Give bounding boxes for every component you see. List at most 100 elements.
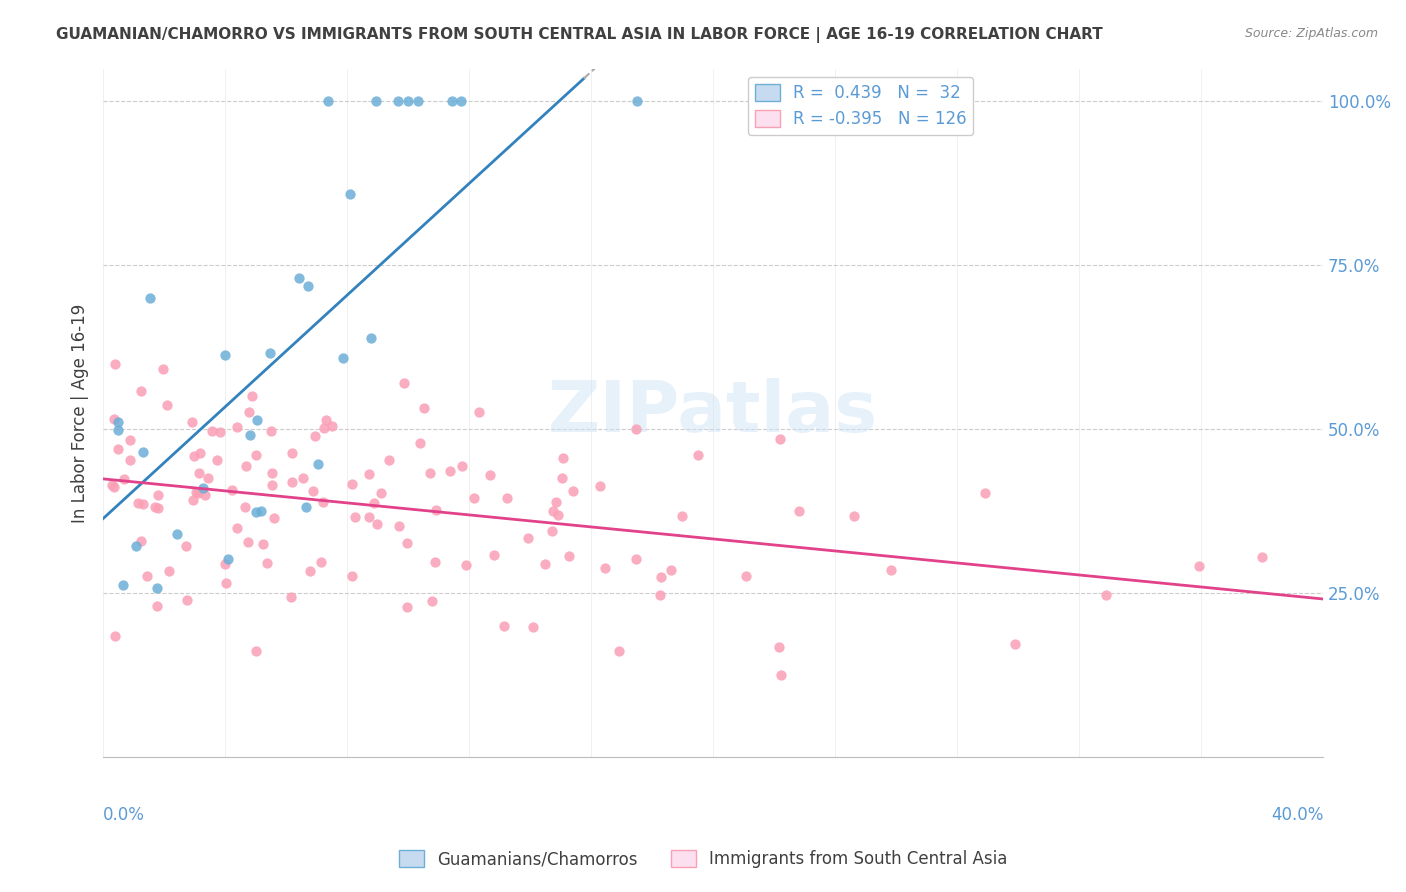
Point: [125, 539, 148, 553]
Point: [260, 425, 283, 439]
Point: [292, 471, 315, 485]
Text: 0.0%: 0.0%: [103, 805, 145, 823]
Point: [298, 564, 321, 578]
Point: [396, 95, 419, 109]
Point: [157, 564, 180, 578]
Point: [332, 351, 354, 365]
Point: [238, 534, 260, 549]
Point: [516, 532, 538, 546]
Point: [235, 458, 257, 473]
Point: [543, 504, 565, 518]
Point: [626, 95, 648, 109]
Point: [534, 557, 557, 571]
Point: [188, 446, 211, 460]
Point: [624, 552, 647, 566]
Point: [1188, 559, 1211, 574]
Point: [112, 472, 135, 486]
Point: [309, 556, 332, 570]
Point: [129, 533, 152, 548]
Point: [392, 376, 415, 391]
Point: [492, 619, 515, 633]
Text: 40.0%: 40.0%: [1271, 805, 1323, 823]
Point: [316, 95, 339, 109]
Point: [304, 429, 326, 443]
Point: [747, 95, 769, 109]
Legend: Guamanians/Chamorros, Immigrants from South Central Asia: Guamanians/Chamorros, Immigrants from So…: [392, 843, 1014, 875]
Point: [593, 561, 616, 575]
Point: [321, 418, 343, 433]
Point: [478, 468, 501, 483]
Point: [671, 508, 693, 523]
Point: [288, 271, 311, 285]
Point: [260, 466, 283, 480]
Point: [297, 278, 319, 293]
Point: [659, 563, 682, 577]
Point: [135, 569, 157, 583]
Point: [262, 478, 284, 492]
Point: [974, 486, 997, 500]
Text: GUAMANIAN/CHAMORRO VS IMMIGRANTS FROM SOUTH CENTRAL ASIA IN LABOR FORCE | AGE 16: GUAMANIAN/CHAMORRO VS IMMIGRANTS FROM SO…: [56, 27, 1102, 43]
Point: [245, 505, 267, 519]
Point: [240, 389, 263, 403]
Point: [103, 480, 125, 494]
Point: [419, 467, 441, 481]
Point: [194, 488, 217, 502]
Point: [387, 518, 409, 533]
Point: [842, 508, 865, 523]
Point: [252, 536, 274, 550]
Point: [215, 576, 238, 591]
Point: [307, 457, 329, 471]
Point: [540, 524, 562, 538]
Point: [186, 485, 208, 500]
Point: [131, 497, 153, 511]
Point: [209, 425, 232, 439]
Point: [650, 570, 672, 584]
Point: [340, 477, 363, 491]
Point: [450, 95, 472, 109]
Point: [233, 500, 256, 515]
Point: [624, 422, 647, 436]
Point: [256, 556, 278, 570]
Point: [129, 384, 152, 398]
Legend: R =  0.439   N =  32, R = -0.395   N = 126: R = 0.439 N = 32, R = -0.395 N = 126: [748, 77, 973, 135]
Point: [280, 590, 302, 604]
Point: [1004, 637, 1026, 651]
Point: [340, 568, 363, 582]
Point: [187, 466, 209, 480]
Point: [225, 420, 247, 434]
Point: [143, 500, 166, 514]
Point: [496, 491, 519, 505]
Point: [131, 444, 153, 458]
Point: [553, 451, 575, 466]
Point: [217, 552, 239, 566]
Point: [607, 644, 630, 658]
Point: [103, 357, 125, 371]
Point: [439, 464, 461, 478]
Point: [139, 291, 162, 305]
Point: [187, 485, 209, 500]
Point: [245, 644, 267, 658]
Point: [366, 95, 388, 109]
Point: [441, 95, 464, 109]
Point: [205, 452, 228, 467]
Point: [104, 629, 127, 643]
Point: [302, 483, 325, 498]
Point: [396, 535, 419, 549]
Point: [339, 186, 361, 201]
Point: [280, 446, 302, 460]
Point: [174, 539, 197, 553]
Point: [294, 500, 316, 514]
Point: [197, 471, 219, 485]
Point: [463, 491, 485, 506]
Point: [246, 413, 269, 427]
Point: [357, 467, 380, 481]
Point: [152, 361, 174, 376]
Point: [225, 520, 247, 534]
Point: [101, 477, 124, 491]
Point: [148, 488, 170, 502]
Point: [787, 504, 810, 518]
Point: [103, 411, 125, 425]
Point: [312, 421, 335, 435]
Point: [1095, 588, 1118, 602]
Point: [406, 95, 429, 109]
